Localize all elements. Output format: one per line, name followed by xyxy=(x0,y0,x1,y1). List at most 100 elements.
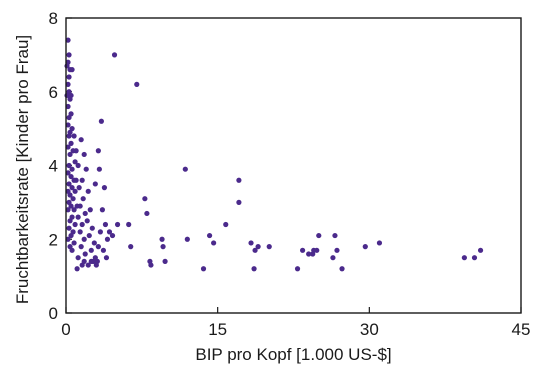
data-point xyxy=(95,148,101,154)
data-point xyxy=(66,225,72,231)
data-point xyxy=(144,210,150,217)
data-point xyxy=(68,203,74,209)
data-point xyxy=(73,177,79,183)
data-point xyxy=(85,188,91,194)
data-point xyxy=(102,221,109,228)
data-point xyxy=(69,247,75,253)
data-point xyxy=(96,166,102,172)
data-point xyxy=(200,266,207,272)
data-point xyxy=(79,221,85,228)
data-point xyxy=(93,262,99,268)
x-tick-label: 15 xyxy=(208,320,227,339)
data-point xyxy=(128,244,134,250)
data-point xyxy=(88,258,94,264)
data-point xyxy=(300,247,306,253)
x-tick-label: 0 xyxy=(61,320,70,339)
scatter-points xyxy=(64,37,484,272)
data-point xyxy=(100,247,107,253)
data-point xyxy=(87,207,93,213)
y-tick-label: 2 xyxy=(49,230,58,249)
data-point xyxy=(72,221,78,228)
data-point xyxy=(65,207,71,213)
data-point xyxy=(66,162,72,169)
data-point xyxy=(71,133,77,139)
data-point xyxy=(98,118,104,124)
x-tick-label: 30 xyxy=(360,320,379,339)
data-point xyxy=(104,236,111,242)
data-point xyxy=(376,240,383,246)
data-point xyxy=(84,218,90,224)
data-point xyxy=(251,266,257,272)
data-point xyxy=(159,236,165,242)
data-point xyxy=(71,240,77,246)
y-tick-label: 8 xyxy=(49,9,58,28)
data-point xyxy=(77,203,83,209)
data-point xyxy=(182,166,188,172)
data-point xyxy=(68,232,74,239)
data-point xyxy=(75,214,81,220)
data-point xyxy=(126,221,132,228)
y-tick-label: 6 xyxy=(49,83,58,102)
data-point xyxy=(89,225,95,231)
data-point xyxy=(65,81,71,87)
y-tick-label: 4 xyxy=(49,157,58,176)
data-point xyxy=(65,170,71,176)
data-point xyxy=(162,258,168,264)
data-point xyxy=(461,255,467,261)
data-point xyxy=(72,159,78,165)
data-point xyxy=(81,236,87,242)
data-point xyxy=(75,255,81,261)
data-point xyxy=(311,247,317,253)
data-point xyxy=(88,247,94,253)
data-point xyxy=(101,185,108,191)
data-point xyxy=(306,251,312,257)
data-point xyxy=(66,181,72,187)
data-point xyxy=(248,240,254,246)
data-point xyxy=(316,232,322,239)
data-point xyxy=(148,262,154,268)
data-point xyxy=(114,221,121,228)
data-point xyxy=(69,67,75,73)
data-point xyxy=(294,266,301,272)
data-point xyxy=(78,244,84,250)
data-point xyxy=(82,251,88,257)
data-point xyxy=(85,262,91,268)
data-point xyxy=(339,266,345,272)
data-point xyxy=(142,196,148,202)
data-point xyxy=(81,258,87,264)
data-point xyxy=(66,52,72,58)
data-point xyxy=(106,229,113,235)
data-point xyxy=(252,247,258,253)
data-point xyxy=(79,177,85,183)
data-point xyxy=(77,229,83,235)
data-point xyxy=(71,207,77,213)
data-point xyxy=(65,144,71,150)
data-point xyxy=(334,247,340,253)
data-point xyxy=(68,173,74,180)
data-point xyxy=(92,255,98,261)
x-axis-label: BIP pro Kopf [1.000 US-$] xyxy=(195,345,391,364)
data-point xyxy=(67,192,73,198)
data-point xyxy=(160,244,166,250)
data-point xyxy=(65,236,71,242)
data-point xyxy=(477,247,484,253)
data-point xyxy=(362,244,368,250)
data-point xyxy=(236,177,242,183)
data-point xyxy=(86,232,92,239)
data-point xyxy=(73,148,79,154)
data-point xyxy=(91,240,97,246)
data-point xyxy=(330,255,336,261)
data-point xyxy=(103,255,110,261)
data-point xyxy=(66,74,72,80)
data-point xyxy=(97,229,103,235)
data-point xyxy=(65,103,71,110)
data-point xyxy=(266,244,272,250)
data-point xyxy=(109,232,116,239)
data-point xyxy=(70,196,76,202)
data-point xyxy=(255,244,261,250)
data-point xyxy=(69,166,75,172)
data-point xyxy=(74,266,80,272)
data-point xyxy=(78,137,84,143)
data-point xyxy=(332,232,338,239)
data-point xyxy=(99,207,105,213)
